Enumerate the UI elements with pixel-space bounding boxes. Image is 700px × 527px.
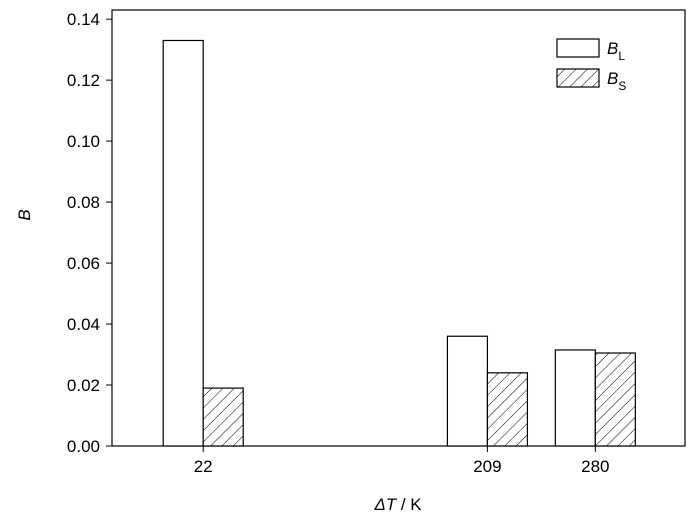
bar bbox=[162, 39, 204, 447]
legend-swatch bbox=[556, 68, 600, 88]
legend-symbol: B bbox=[607, 39, 618, 58]
legend-label: BS bbox=[607, 69, 626, 93]
legend-symbol: B bbox=[607, 69, 618, 88]
y-tick-label: 0.10 bbox=[67, 132, 100, 151]
y-tick-label: 0.14 bbox=[67, 10, 100, 29]
x-axis-label-unit: / K bbox=[396, 495, 422, 514]
y-tick-label: 0.04 bbox=[67, 315, 100, 334]
y-tick-label: 0.02 bbox=[67, 376, 100, 395]
legend-subscript: S bbox=[618, 79, 626, 93]
x-tick-label: 280 bbox=[581, 457, 609, 476]
bar bbox=[486, 372, 529, 447]
y-tick-label: 0.00 bbox=[67, 437, 100, 456]
bar bbox=[554, 349, 596, 447]
bar bbox=[594, 352, 636, 447]
plot-frame bbox=[111, 9, 686, 447]
x-tick-label: 209 bbox=[473, 457, 501, 476]
y-tick-label: 0.12 bbox=[67, 71, 100, 90]
legend-swatch bbox=[556, 38, 600, 58]
bar bbox=[446, 335, 489, 447]
y-tick-label: 0.08 bbox=[67, 193, 100, 212]
x-tick-label: 22 bbox=[194, 457, 213, 476]
x-axis-label-var: ΔT bbox=[373, 495, 397, 514]
y-tick-label: 0.06 bbox=[67, 254, 100, 273]
legend-label: BL bbox=[607, 39, 625, 63]
x-axis-label: ΔT / K bbox=[373, 495, 422, 514]
bar bbox=[202, 387, 244, 447]
y-axis-label: B bbox=[15, 209, 34, 220]
legend-subscript: L bbox=[618, 49, 625, 63]
